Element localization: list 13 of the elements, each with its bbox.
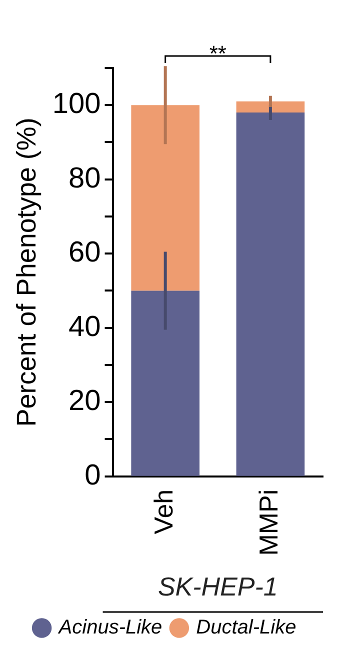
y-tick-label: 20	[68, 385, 101, 418]
x-tick-label: Veh	[148, 489, 179, 534]
x-tick-label: MMPi	[254, 489, 284, 556]
y-axis-title: Percent of Phenotype (%)	[12, 118, 42, 427]
y-tick-label: 40	[68, 310, 101, 343]
legend-label: Acinus-Like	[58, 616, 162, 639]
y-tick-label: 100	[52, 88, 101, 120]
y-tick-label: 80	[68, 162, 101, 194]
y-tick-label: 60	[68, 236, 101, 269]
legend-label: Ductal-Like	[196, 616, 296, 639]
x-axis-title: SK-HEP-1	[158, 572, 278, 602]
text: **	[209, 41, 227, 66]
y-tick-label: 0	[84, 459, 101, 492]
